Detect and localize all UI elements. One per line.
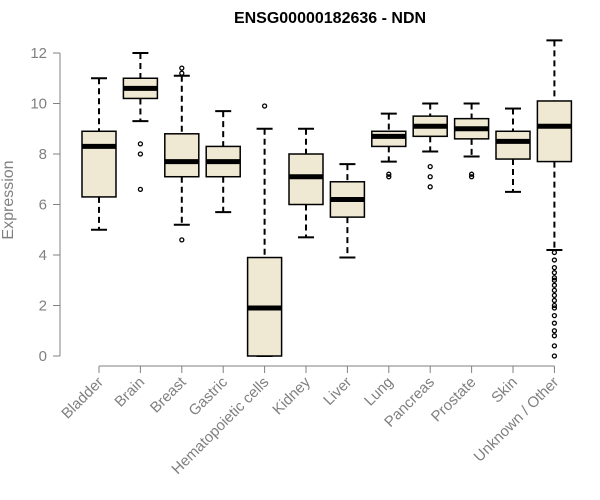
iqr-box bbox=[81, 130, 117, 198]
outlier-point bbox=[427, 163, 433, 170]
outlier-point bbox=[551, 297, 558, 304]
outlier-point bbox=[179, 65, 185, 71]
outlier-point bbox=[551, 264, 558, 271]
iqr-box bbox=[288, 153, 324, 206]
outlier-point bbox=[551, 305, 558, 311]
iqr-box bbox=[164, 133, 200, 178]
y-tick-label: 2 bbox=[39, 298, 47, 315]
box-hematopoietic-cells bbox=[246, 103, 283, 357]
y-tick-label: 12 bbox=[30, 45, 47, 62]
x-tick-label: Skin bbox=[488, 374, 521, 407]
outlier-point bbox=[386, 174, 392, 180]
outlier-point bbox=[551, 320, 558, 326]
box-skin bbox=[495, 107, 531, 193]
outlier-point bbox=[551, 353, 558, 359]
x-tick-label: Prostate bbox=[428, 374, 480, 426]
outlier-point bbox=[551, 257, 558, 263]
outlier-point bbox=[427, 174, 433, 180]
outlier-point bbox=[551, 292, 558, 299]
outlier-point bbox=[261, 103, 268, 109]
outlier-point bbox=[551, 277, 558, 283]
y-tick-label: 8 bbox=[39, 146, 47, 163]
x-tick-label: Brain bbox=[111, 374, 148, 411]
x-tick-label: Bladder bbox=[58, 374, 107, 423]
outlier-point bbox=[551, 270, 558, 276]
iqr-box bbox=[536, 100, 573, 163]
outlier-point bbox=[551, 249, 558, 256]
box-prostate bbox=[453, 102, 490, 180]
box-breast bbox=[164, 65, 200, 243]
box-bladder bbox=[81, 77, 117, 231]
box-unknown-other bbox=[536, 39, 573, 359]
outlier-point bbox=[551, 333, 558, 339]
iqr-box bbox=[495, 130, 531, 160]
y-tick-label: 4 bbox=[39, 247, 47, 264]
outlier-point bbox=[468, 171, 475, 177]
outlier-point bbox=[179, 70, 185, 76]
outlier-point bbox=[137, 141, 144, 147]
x-tick-label: Breast bbox=[147, 373, 190, 416]
outlier-point bbox=[551, 287, 558, 294]
outlier-point bbox=[427, 184, 433, 190]
box-pancreas bbox=[412, 102, 448, 190]
outlier-point bbox=[386, 171, 392, 177]
x-tick-label: Liver bbox=[320, 374, 355, 409]
box-liver bbox=[329, 163, 366, 259]
outlier-point bbox=[137, 186, 144, 193]
outlier-point bbox=[551, 312, 558, 319]
outlier-point bbox=[551, 328, 558, 334]
outlier-point bbox=[137, 151, 144, 157]
box-brain bbox=[122, 52, 159, 193]
box-gastric bbox=[205, 110, 241, 214]
outlier-point bbox=[551, 282, 558, 288]
iqr-box bbox=[371, 130, 407, 148]
x-tick-label: Kidney bbox=[269, 373, 314, 418]
y-axis-label: Expression bbox=[0, 160, 17, 239]
box-kidney bbox=[288, 127, 324, 239]
x-tick-label: Lung bbox=[361, 374, 397, 410]
y-tick-label: 6 bbox=[39, 197, 47, 214]
y-axis: 0 2 4 6 8 10 12 bbox=[30, 45, 61, 365]
chart-title: ENSG00000182636 - NDN bbox=[234, 10, 426, 27]
outlier-point bbox=[179, 237, 185, 243]
boxes bbox=[81, 39, 573, 359]
y-tick-label: 10 bbox=[30, 96, 47, 113]
outlier-point bbox=[551, 343, 558, 349]
outlier-point bbox=[551, 302, 558, 309]
y-tick-label: 0 bbox=[39, 348, 47, 365]
outlier-point bbox=[468, 174, 475, 180]
outlier-point bbox=[551, 275, 558, 281]
box-lung bbox=[371, 112, 407, 180]
